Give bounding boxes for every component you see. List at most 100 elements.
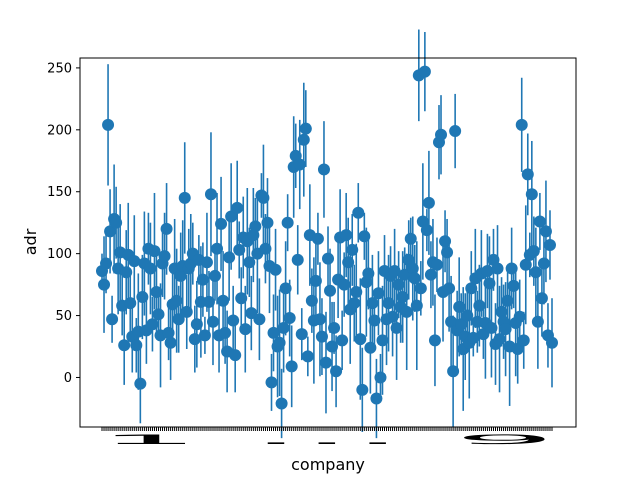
data-point bbox=[546, 336, 558, 349]
data-point bbox=[428, 334, 441, 347]
data-point bbox=[330, 365, 343, 378]
data-point bbox=[529, 266, 542, 279]
data-point bbox=[467, 331, 480, 344]
data-point bbox=[392, 278, 405, 291]
data-point bbox=[265, 376, 278, 389]
data-point bbox=[295, 328, 308, 341]
data-point bbox=[209, 269, 222, 282]
data-point bbox=[326, 340, 339, 353]
data-point bbox=[317, 163, 330, 176]
data-point bbox=[356, 383, 369, 396]
data-point bbox=[279, 282, 292, 295]
y-tick-label: 0 bbox=[64, 371, 72, 386]
data-point bbox=[285, 360, 298, 373]
data-point bbox=[406, 262, 419, 275]
data-point bbox=[441, 246, 454, 259]
data-point bbox=[485, 321, 498, 334]
data-point bbox=[424, 268, 437, 281]
data-point bbox=[350, 286, 363, 299]
data-point bbox=[223, 251, 236, 264]
data-point bbox=[217, 294, 230, 307]
data-point bbox=[376, 334, 389, 347]
data-point bbox=[305, 294, 318, 307]
data-point bbox=[430, 258, 443, 271]
data-point bbox=[106, 313, 119, 326]
data-point bbox=[414, 282, 427, 295]
data-point bbox=[525, 188, 538, 201]
data-point bbox=[527, 245, 540, 258]
data-point bbox=[162, 326, 175, 339]
data-point bbox=[283, 312, 296, 325]
data-point bbox=[202, 295, 215, 308]
data-point bbox=[178, 191, 191, 204]
data-point bbox=[104, 225, 117, 238]
x-axis-label: company bbox=[291, 455, 365, 474]
data-point bbox=[388, 264, 401, 277]
data-point bbox=[261, 216, 274, 229]
data-point bbox=[206, 315, 219, 328]
data-point bbox=[328, 321, 341, 334]
data-point bbox=[517, 334, 530, 347]
data-point bbox=[513, 310, 526, 323]
data-point bbox=[309, 274, 322, 287]
data-point bbox=[336, 334, 349, 347]
data-point bbox=[420, 224, 433, 237]
data-point bbox=[443, 282, 456, 295]
data-point bbox=[521, 168, 534, 181]
data-point bbox=[269, 263, 282, 276]
data-point bbox=[136, 290, 149, 303]
data-point bbox=[386, 310, 399, 323]
data-point bbox=[211, 242, 224, 255]
data-point bbox=[267, 326, 280, 339]
y-tick-label: 50 bbox=[55, 309, 72, 324]
data-point bbox=[338, 278, 351, 291]
data-point bbox=[455, 318, 468, 331]
data-point bbox=[110, 216, 123, 229]
data-point bbox=[473, 299, 486, 312]
data-point bbox=[130, 339, 143, 352]
data-point bbox=[239, 323, 252, 336]
data-point bbox=[342, 256, 355, 269]
data-point bbox=[390, 321, 403, 334]
data-point bbox=[507, 279, 520, 292]
data-point bbox=[188, 333, 201, 346]
data-point bbox=[233, 243, 246, 256]
data-point bbox=[144, 262, 157, 275]
data-point bbox=[501, 294, 514, 307]
data-point bbox=[465, 282, 478, 295]
data-point bbox=[235, 292, 248, 305]
data-point bbox=[152, 308, 165, 321]
data-point bbox=[533, 215, 546, 228]
y-tick-label: 200 bbox=[47, 123, 72, 138]
data-point bbox=[190, 318, 203, 331]
data-point bbox=[198, 329, 211, 342]
data-point bbox=[539, 225, 552, 238]
data-point bbox=[418, 65, 431, 78]
data-point bbox=[281, 216, 294, 229]
data-point bbox=[449, 125, 462, 138]
data-point bbox=[225, 210, 238, 223]
data-point bbox=[531, 315, 544, 328]
data-point bbox=[196, 273, 209, 286]
data-point bbox=[311, 232, 324, 245]
data-point bbox=[408, 272, 421, 285]
data-point bbox=[275, 397, 288, 410]
data-point bbox=[134, 377, 147, 390]
data-point bbox=[200, 256, 213, 269]
data-point bbox=[410, 299, 423, 312]
y-axis: 0 50 100 150 200 250 bbox=[47, 61, 80, 386]
data-point bbox=[348, 297, 361, 310]
data-point bbox=[118, 339, 131, 352]
data-point bbox=[315, 330, 328, 343]
data-point bbox=[120, 266, 133, 279]
data-point bbox=[174, 269, 187, 282]
data-point bbox=[215, 217, 228, 230]
y-tick-label: 250 bbox=[47, 61, 72, 76]
data-point bbox=[102, 118, 115, 131]
data-point bbox=[447, 365, 460, 378]
data-point bbox=[227, 314, 240, 327]
data-point bbox=[259, 242, 272, 255]
data-point bbox=[372, 287, 385, 300]
data-point bbox=[297, 133, 310, 146]
data-point bbox=[366, 297, 379, 310]
